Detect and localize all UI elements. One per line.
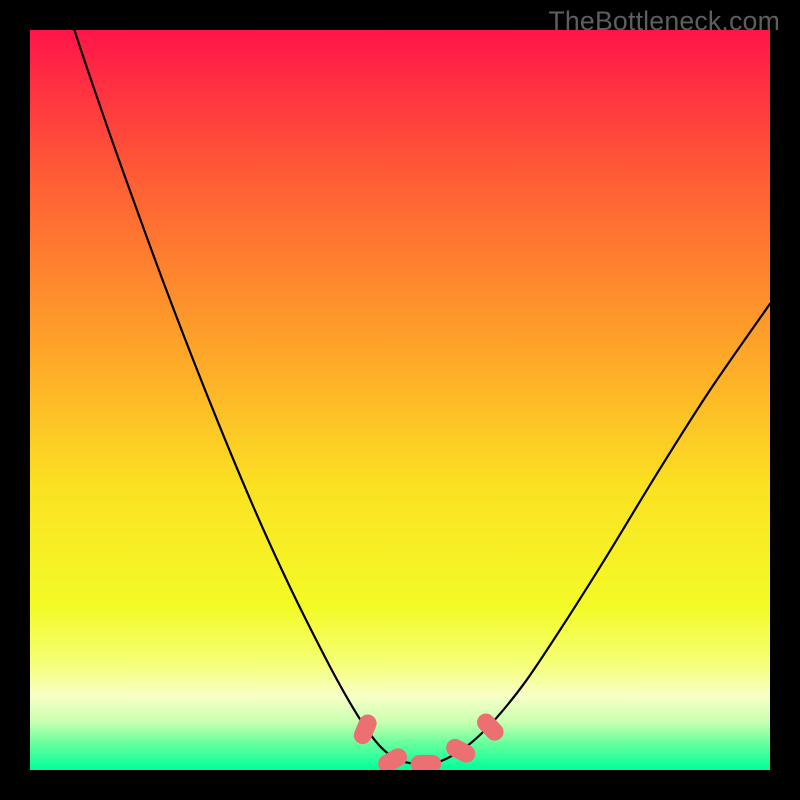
bottleneck-curve — [74, 30, 770, 764]
chart-stage: TheBottleneck.com — [0, 0, 800, 800]
chart-svg — [0, 0, 800, 800]
watermark-label: TheBottleneck.com — [548, 6, 780, 37]
highlight-marker — [474, 711, 506, 744]
highlight-marker — [376, 746, 410, 775]
highlight-marker — [411, 755, 441, 772]
